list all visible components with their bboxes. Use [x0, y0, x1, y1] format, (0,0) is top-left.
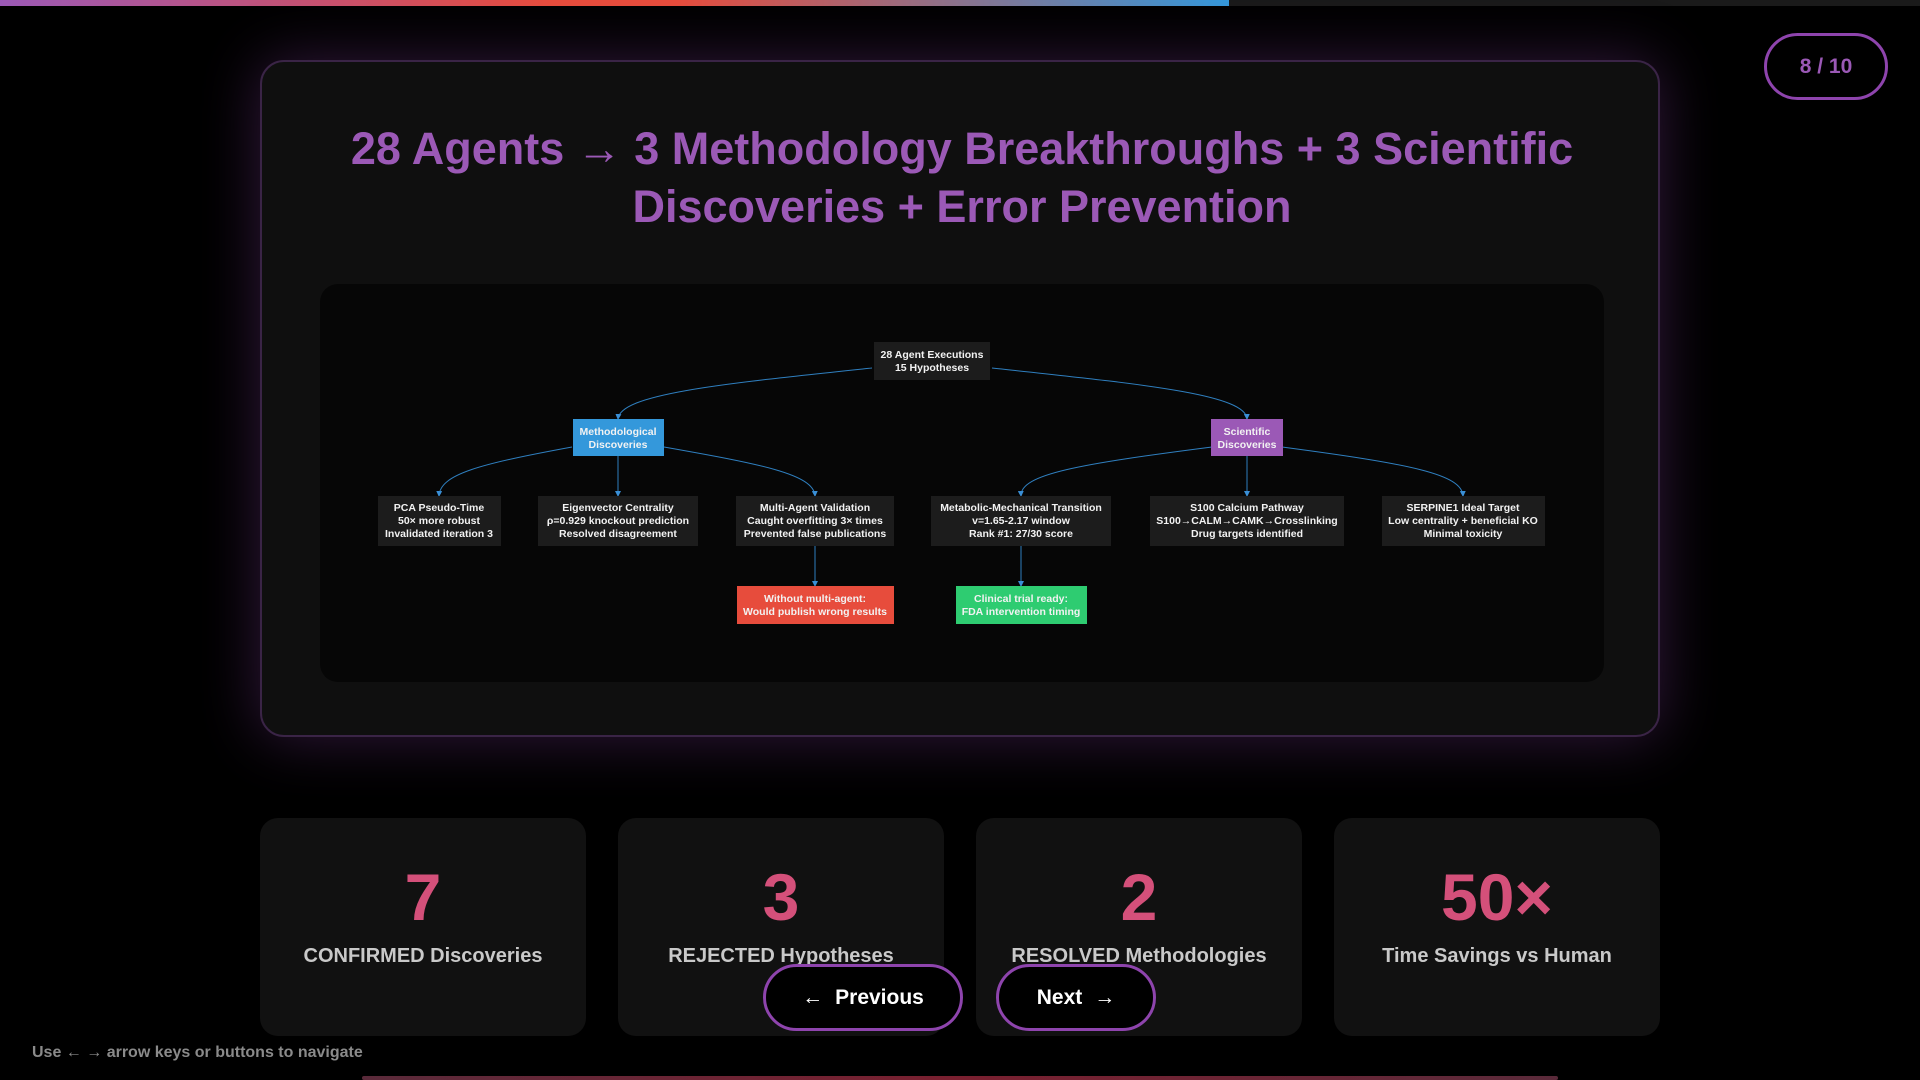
node-without-multi-agent: Without multi-agent: Would publish wrong… [737, 586, 894, 624]
node-methodological: Methodological Discoveries [573, 419, 664, 456]
node-s100: S100 Calcium Pathway S100→CALM→CAMK→Cros… [1150, 496, 1344, 546]
node-pca: PCA Pseudo-Time 50× more robust Invalida… [378, 496, 501, 546]
previous-button-label: Previous [835, 985, 924, 1009]
node-clinical-line-1: Clinical trial ready: [974, 593, 1068, 605]
node-clinical-line-2: FDA intervention timing [962, 606, 1081, 618]
stat-value: 7 [404, 860, 442, 934]
stat-label: CONFIRMED Discoveries [303, 945, 543, 967]
edge-root-methodological [615, 367, 873, 420]
node-pca-line-1: PCA Pseudo-Time [394, 502, 485, 514]
stat-card-confirmed: 7 CONFIRMED Discoveries [260, 818, 586, 1036]
node-s100-line-1: S100 Calcium Pathway [1190, 502, 1304, 514]
edge-sci-serpine [1281, 446, 1466, 497]
edge-sci-metabolic [1017, 446, 1213, 497]
node-clinical: Clinical trial ready: FDA intervention t… [956, 586, 1087, 624]
node-s100-line-2: S100→CALM→CAMK→Crosslinking [1156, 515, 1337, 527]
node-root-line-2: 15 Hypotheses [895, 362, 969, 374]
node-eigen-line-2: ρ=0.929 knockout prediction [547, 515, 689, 527]
diagram-panel: 28 Agent Executions 15 Hypotheses Method… [320, 284, 1604, 682]
node-root: 28 Agent Executions 15 Hypotheses [874, 342, 990, 380]
node-eigen-line-3: Resolved disagreement [559, 528, 677, 540]
stat-value: 3 [762, 860, 800, 934]
node-pca-line-2: 50× more robust [398, 515, 480, 527]
flow-diagram: 28 Agent Executions 15 Hypotheses Method… [378, 342, 1545, 624]
node-multi-line-3: Prevented false publications [744, 528, 887, 540]
stat-card-time-savings: 50× Time Savings vs Human [1334, 818, 1660, 1036]
stat-value: 2 [1120, 860, 1158, 934]
node-eigen: Eigenvector Centrality ρ=0.929 knockout … [538, 496, 698, 546]
node-metabolic-line-1: Metabolic-Mechanical Transition [940, 502, 1102, 514]
node-serpine-line-2: Low centrality + beneficial KO [1388, 515, 1538, 527]
previous-button[interactable]: ← Previous [763, 964, 963, 1031]
bottom-strip [362, 1076, 1558, 1080]
node-multi-agent: Multi-Agent Validation Caught overfittin… [736, 496, 894, 546]
next-button-label: Next [1036, 985, 1083, 1009]
keyboard-hint: Use ← → arrow keys or buttons to navigat… [32, 1044, 363, 1061]
arrow-right-icon: → [1094, 985, 1116, 1009]
node-metabolic: Metabolic-Mechanical Transition v=1.65-2… [931, 496, 1111, 546]
node-scientific-line-2: Discoveries [1218, 439, 1277, 451]
node-serpine-line-1: SERPINE1 Ideal Target [1406, 502, 1520, 514]
page-counter: 8 / 10 [1764, 33, 1888, 100]
node-s100-line-3: Drug targets identified [1191, 528, 1303, 540]
node-methodological-line-2: Discoveries [589, 439, 648, 451]
node-scientific-line-1: Scientific [1224, 426, 1271, 438]
slide-card: 28 Agents → 3 Methodology Breakthroughs … [260, 60, 1660, 737]
edge-meth-pca [436, 446, 573, 497]
next-button[interactable]: Next → [996, 964, 1156, 1031]
stat-value: 50× [1441, 860, 1553, 934]
progress-track [0, 0, 1920, 6]
node-multi-line-2: Caught overfitting 3× times [747, 515, 883, 527]
title-line-2: Discoveries + Error Prevention [632, 181, 1292, 232]
node-pca-line-3: Invalidated iteration 3 [385, 528, 493, 540]
edge-meth-multi [663, 446, 818, 497]
node-methodological-line-1: Methodological [580, 426, 657, 438]
arrow-left-icon: ← [802, 985, 824, 1009]
node-root-line-1: 28 Agent Executions [881, 349, 984, 361]
stat-label: Time Savings vs Human [1382, 945, 1612, 967]
node-eigen-line-1: Eigenvector Centrality [562, 502, 674, 514]
stat-label: REJECTED Hypotheses [668, 945, 894, 967]
node-multi-line-1: Multi-Agent Validation [760, 502, 870, 514]
node-scientific: Scientific Discoveries [1211, 419, 1283, 456]
edge-root-scientific [991, 367, 1250, 420]
node-serpine-line-3: Minimal toxicity [1424, 528, 1503, 540]
node-without-line-2: Would publish wrong results [743, 606, 887, 618]
diagram-edges [436, 367, 1466, 587]
slide-title: 28 Agents → 3 Methodology Breakthroughs … [322, 120, 1602, 236]
node-metabolic-line-2: v=1.65-2.17 window [972, 515, 1071, 527]
node-metabolic-line-3: Rank #1: 27/30 score [969, 528, 1073, 540]
title-line-1: 28 Agents → 3 Methodology Breakthroughs … [350, 123, 1574, 174]
stat-label: RESOLVED Methodologies [1011, 945, 1267, 967]
node-serpine: SERPINE1 Ideal Target Low centrality + b… [1382, 496, 1545, 546]
progress-bar [0, 0, 1229, 6]
node-without-line-1: Without multi-agent: [764, 593, 866, 605]
